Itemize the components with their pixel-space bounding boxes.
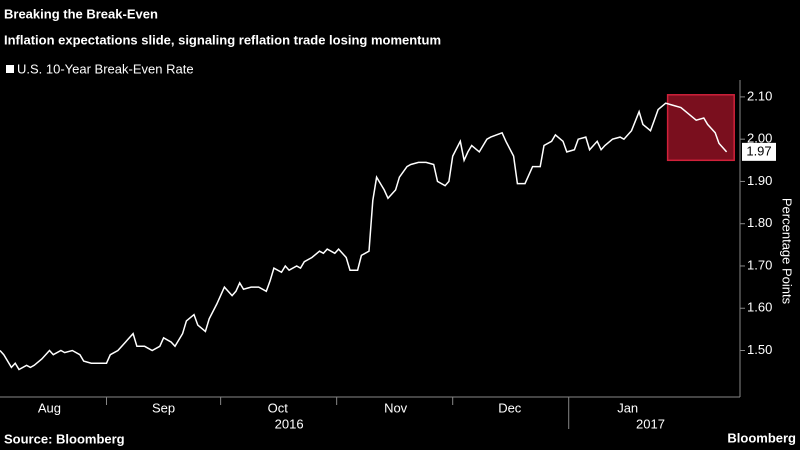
y-axis-label: Percentage Points: [780, 198, 795, 305]
source: Source: Bloomberg: [4, 431, 125, 446]
series-line: [0, 102, 728, 371]
x-tick-label: Aug: [38, 400, 61, 415]
year-label: 2016: [275, 416, 304, 431]
y-tick-label: 2.10: [747, 88, 772, 103]
x-tick-label: Dec: [498, 400, 522, 415]
end-label: 1.97: [746, 143, 771, 158]
highlight-box: [666, 94, 735, 162]
end-label-box: [742, 142, 776, 161]
y-tick-label: 1.60: [747, 300, 772, 315]
y-tick-label: 1.50: [747, 342, 772, 357]
chart-title: Breaking the Break-Even: [4, 6, 158, 21]
x-tick-label: Oct: [268, 400, 289, 415]
x-tick-label: Nov: [384, 400, 408, 415]
legend-label: U.S. 10-Year Break-Even Rate: [17, 61, 194, 76]
y-tick-label: 2.00: [747, 131, 772, 146]
brand: Bloomberg: [727, 430, 796, 445]
x-tick-label: Jan: [617, 400, 638, 415]
y-tick-label: 1.70: [747, 257, 772, 272]
year-label: 2017: [636, 416, 665, 431]
y-tick-label: 1.90: [747, 173, 772, 188]
x-tick-label: Sep: [152, 400, 175, 415]
chart-subtitle: Inflation expectations slide, signaling …: [4, 32, 441, 47]
legend-swatch: [6, 65, 14, 73]
y-tick-label: 1.80: [747, 215, 772, 230]
